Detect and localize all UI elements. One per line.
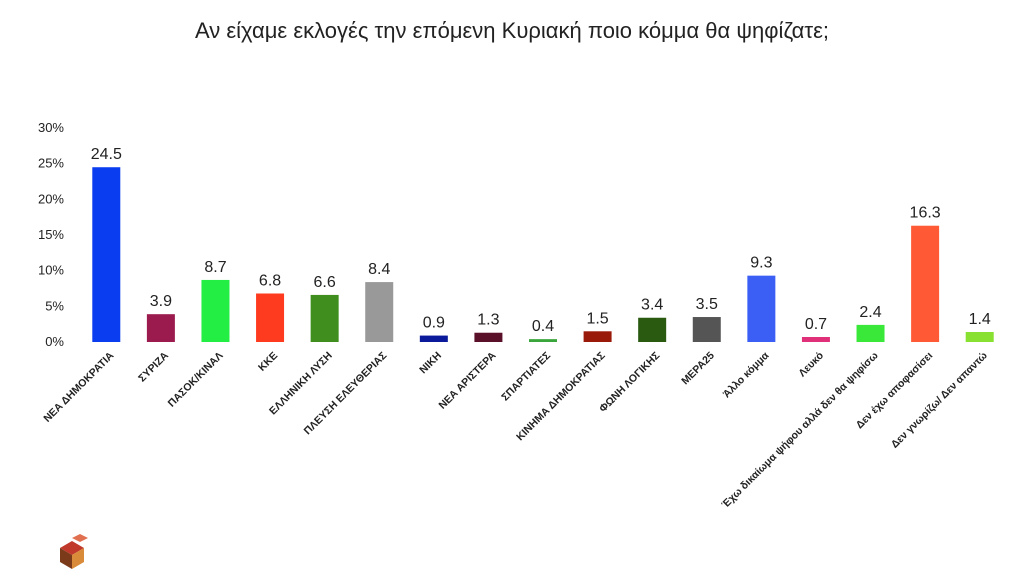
value-label: 16.3 (910, 205, 941, 222)
bar (529, 339, 557, 342)
bar (365, 282, 394, 342)
value-label: 1.4 (969, 311, 991, 328)
bar (146, 314, 175, 342)
value-label: 24.5 (91, 146, 122, 163)
y-tick-label: 0% (45, 334, 64, 349)
value-label: 9.3 (750, 255, 772, 272)
chart-title: Αν είχαμε εκλογές την επόμενη Κυριακή πο… (195, 18, 829, 43)
bar (419, 335, 448, 342)
value-label: 0.9 (423, 315, 445, 332)
y-tick-label: 20% (38, 191, 64, 206)
logo (60, 534, 88, 569)
y-tick-label: 25% (38, 156, 64, 171)
bar (310, 294, 339, 342)
value-label: 1.5 (586, 310, 608, 327)
bar (856, 324, 885, 342)
value-label: 6.8 (259, 272, 281, 289)
bar (801, 337, 830, 342)
bar (92, 167, 121, 342)
value-label: 0.4 (532, 318, 554, 335)
bar (747, 275, 776, 342)
bar (911, 225, 940, 342)
value-label: 6.6 (314, 274, 336, 291)
value-label: 2.4 (859, 304, 881, 321)
value-label: 0.7 (805, 316, 827, 333)
bar (692, 317, 721, 342)
bar (638, 317, 667, 342)
value-label: 3.5 (696, 296, 718, 313)
bar (256, 293, 285, 342)
value-label: 1.3 (477, 312, 499, 329)
bar (965, 332, 994, 342)
value-label: 8.4 (368, 261, 390, 278)
value-label: 3.9 (150, 293, 172, 310)
y-tick-label: 30% (38, 120, 64, 135)
value-label: 8.7 (204, 259, 226, 276)
bar (583, 331, 612, 342)
y-tick-label: 15% (38, 227, 64, 242)
value-label: 3.4 (641, 297, 663, 314)
y-tick-label: 10% (38, 263, 64, 278)
bar (474, 332, 503, 342)
bar (201, 279, 230, 342)
y-tick-label: 5% (45, 298, 64, 313)
